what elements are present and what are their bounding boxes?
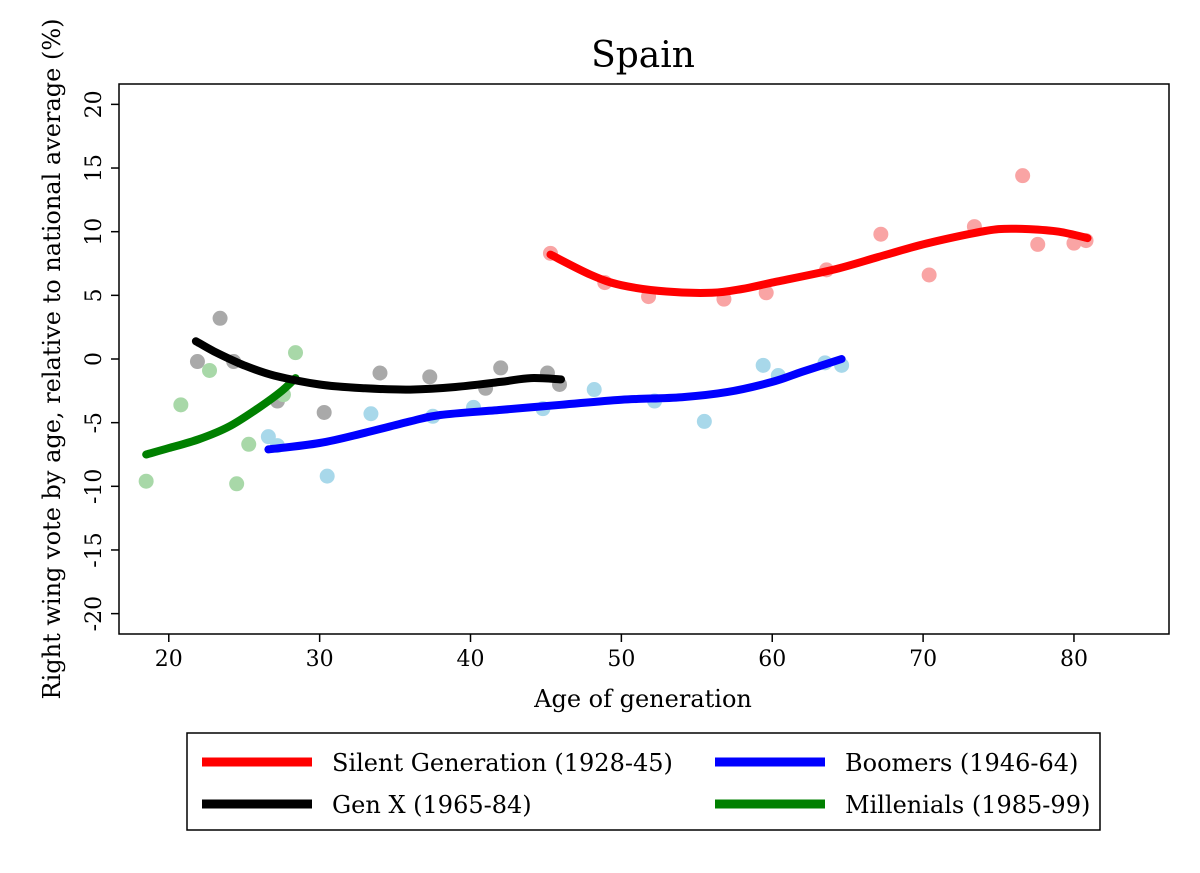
x-tick-label: 50 [607, 647, 635, 672]
legend-frame [186, 732, 1101, 831]
point-gen-x [422, 369, 438, 385]
point-gen-x [493, 360, 509, 376]
point-silent-generation [921, 267, 937, 283]
chart-title: Spain [591, 35, 695, 76]
fit-line-boomers [264, 355, 846, 454]
y-tick-label: 5 [82, 288, 107, 302]
point-millenials [202, 362, 218, 378]
legend-label-boomers: Boomers (1946-64) [845, 749, 1078, 777]
x-tick-label: 40 [457, 647, 485, 672]
point-silent-generation [758, 285, 774, 301]
y-tick-label: -5 [82, 412, 107, 433]
x-tick-label: 60 [758, 647, 786, 672]
point-millenials [138, 473, 154, 489]
y-tick-label: -15 [82, 532, 107, 567]
legend-label-millenials: Millenials (1985-99) [845, 791, 1090, 819]
point-silent-generation [873, 226, 889, 242]
point-boomers [696, 413, 712, 429]
point-gen-x [372, 365, 388, 381]
y-tick-label: 20 [82, 90, 107, 118]
x-tick-label: 30 [306, 647, 334, 672]
legend-label-gen-x: Gen X (1965-84) [332, 791, 532, 819]
point-boomers [586, 382, 602, 398]
point-boomers [363, 406, 379, 422]
y-tick-label: -20 [82, 596, 107, 631]
fit-line-silent-generation [546, 224, 1092, 297]
point-gen-x [189, 354, 205, 370]
point-gen-x [316, 404, 332, 420]
fit-line-gen-x [191, 337, 565, 394]
plot-area-frame [118, 83, 1170, 635]
point-boomers [755, 357, 771, 373]
y-axis: -20 -15 -10 -5 0 5 10 15 20 [82, 90, 119, 631]
point-boomers [319, 468, 335, 484]
y-tick-label: 10 [82, 218, 107, 246]
fit-line-millenials [142, 374, 300, 459]
y-tick-label: -10 [82, 469, 107, 504]
y-axis-label: Right wing vote by age, relative to nati… [38, 19, 66, 700]
point-millenials [173, 397, 189, 413]
legend: Silent Generation (1928-45) Boomers (194… [186, 732, 1101, 831]
point-millenials [241, 436, 257, 452]
point-silent-generation [1030, 236, 1046, 252]
x-axis-label: Age of generation [533, 685, 752, 713]
point-silent-generation [1015, 168, 1031, 184]
y-tick-label: 15 [82, 154, 107, 182]
point-gen-x [212, 310, 228, 326]
x-tick-label: 80 [1060, 647, 1088, 672]
y-tick-label: 0 [82, 352, 107, 366]
x-axis: 20 30 40 50 60 70 80 [155, 634, 1088, 672]
x-tick-label: 70 [909, 647, 937, 672]
legend-label-silent-generation: Silent Generation (1928-45) [332, 749, 673, 777]
point-millenials [229, 476, 245, 492]
x-tick-label: 20 [155, 647, 183, 672]
point-millenials [288, 345, 304, 361]
fit-lines [142, 224, 1092, 459]
